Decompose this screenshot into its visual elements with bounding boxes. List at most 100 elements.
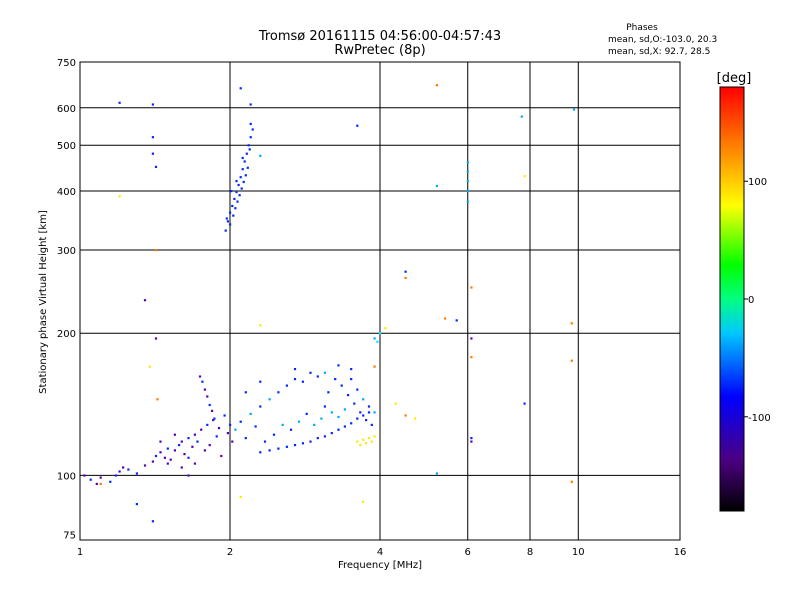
data-point (362, 398, 365, 401)
data-point (231, 204, 234, 208)
data-point (466, 170, 469, 173)
data-point (234, 207, 237, 210)
data-point (570, 322, 573, 325)
data-point (235, 191, 238, 194)
data-point (246, 166, 249, 169)
x-tick-label: 8 (527, 547, 533, 558)
data-point (330, 432, 333, 435)
axis-ticks: 1 2 4 6 8 10 16 75 100 200 300 400 500 600 750 (57, 58, 686, 558)
data-point (356, 417, 359, 420)
data-point (365, 419, 368, 422)
data-point (251, 128, 254, 131)
data-point (353, 402, 356, 405)
data-point (154, 249, 158, 252)
data-point (305, 412, 308, 415)
data-point (443, 317, 447, 320)
data-point (239, 496, 242, 499)
data-point (340, 384, 343, 387)
data-point (247, 144, 250, 147)
data-point (241, 156, 244, 160)
data-point (316, 437, 319, 440)
x-tick-label: 4 (377, 547, 383, 558)
data-point (277, 391, 280, 394)
data-point (373, 435, 376, 438)
y-tick-label: 600 (57, 104, 76, 115)
data-point (277, 447, 280, 450)
data-point (95, 482, 98, 485)
data-point (301, 380, 304, 383)
data-point (309, 440, 312, 443)
data-point (356, 388, 359, 391)
data-point (301, 442, 304, 445)
grid-lines (80, 62, 680, 540)
data-point (154, 165, 158, 168)
data-point (191, 445, 194, 448)
data-point (163, 456, 166, 459)
data-point (365, 442, 368, 445)
data-point (242, 180, 245, 184)
data-point (259, 451, 262, 454)
data-point (166, 462, 169, 465)
data-point (330, 411, 333, 414)
data-point (343, 425, 346, 428)
data-point (404, 414, 407, 417)
data-point (268, 449, 271, 452)
data-point (259, 380, 262, 383)
data-point (178, 444, 181, 447)
colorbar-tick-label: 100 (748, 177, 767, 188)
data-point (203, 388, 206, 391)
data-point (187, 474, 190, 477)
data-point (151, 103, 154, 106)
y-tick-label: 750 (57, 58, 76, 69)
data-point (455, 319, 458, 322)
data-point (435, 184, 438, 188)
data-point (337, 428, 340, 431)
data-point (285, 384, 288, 387)
y-tick-label: 100 (57, 471, 76, 482)
phases-line1: mean, sd,O:-103.0, 20.3 (608, 35, 717, 45)
data-point (154, 337, 158, 340)
data-point (159, 451, 162, 454)
data-point (570, 359, 573, 362)
phases-header: Phases (626, 23, 658, 33)
data-point (156, 398, 159, 401)
data-point (215, 435, 218, 438)
x-tick-label: 10 (572, 547, 585, 558)
data-point (151, 152, 154, 155)
data-point (254, 425, 257, 428)
data-point (367, 411, 371, 414)
data-point (379, 332, 382, 335)
data-point (347, 394, 350, 397)
data-point (127, 468, 130, 471)
data-point (183, 453, 186, 456)
data-point (233, 197, 236, 200)
data-point (373, 365, 376, 368)
data-point (225, 217, 228, 220)
data-point (187, 456, 190, 459)
data-point (239, 420, 242, 423)
data-point (435, 472, 438, 475)
data-point (327, 391, 330, 394)
data-point (243, 160, 246, 163)
data-point (244, 391, 247, 394)
data-point (229, 211, 232, 214)
data-point (238, 194, 241, 197)
data-point (259, 154, 262, 157)
data-point (394, 402, 397, 405)
colorbar-tick-label: -100 (748, 413, 771, 424)
data-points (83, 84, 576, 523)
data-point (135, 472, 138, 475)
data-point (337, 415, 340, 419)
data-point (570, 480, 573, 483)
data-point (323, 405, 326, 408)
data-point (213, 417, 216, 420)
data-point (376, 340, 379, 343)
data-point (180, 440, 183, 443)
data-point (249, 412, 252, 415)
data-point (520, 115, 523, 118)
data-point (151, 136, 154, 139)
data-point (337, 364, 340, 367)
y-tick-label: 300 (57, 246, 76, 257)
data-point (143, 464, 147, 467)
